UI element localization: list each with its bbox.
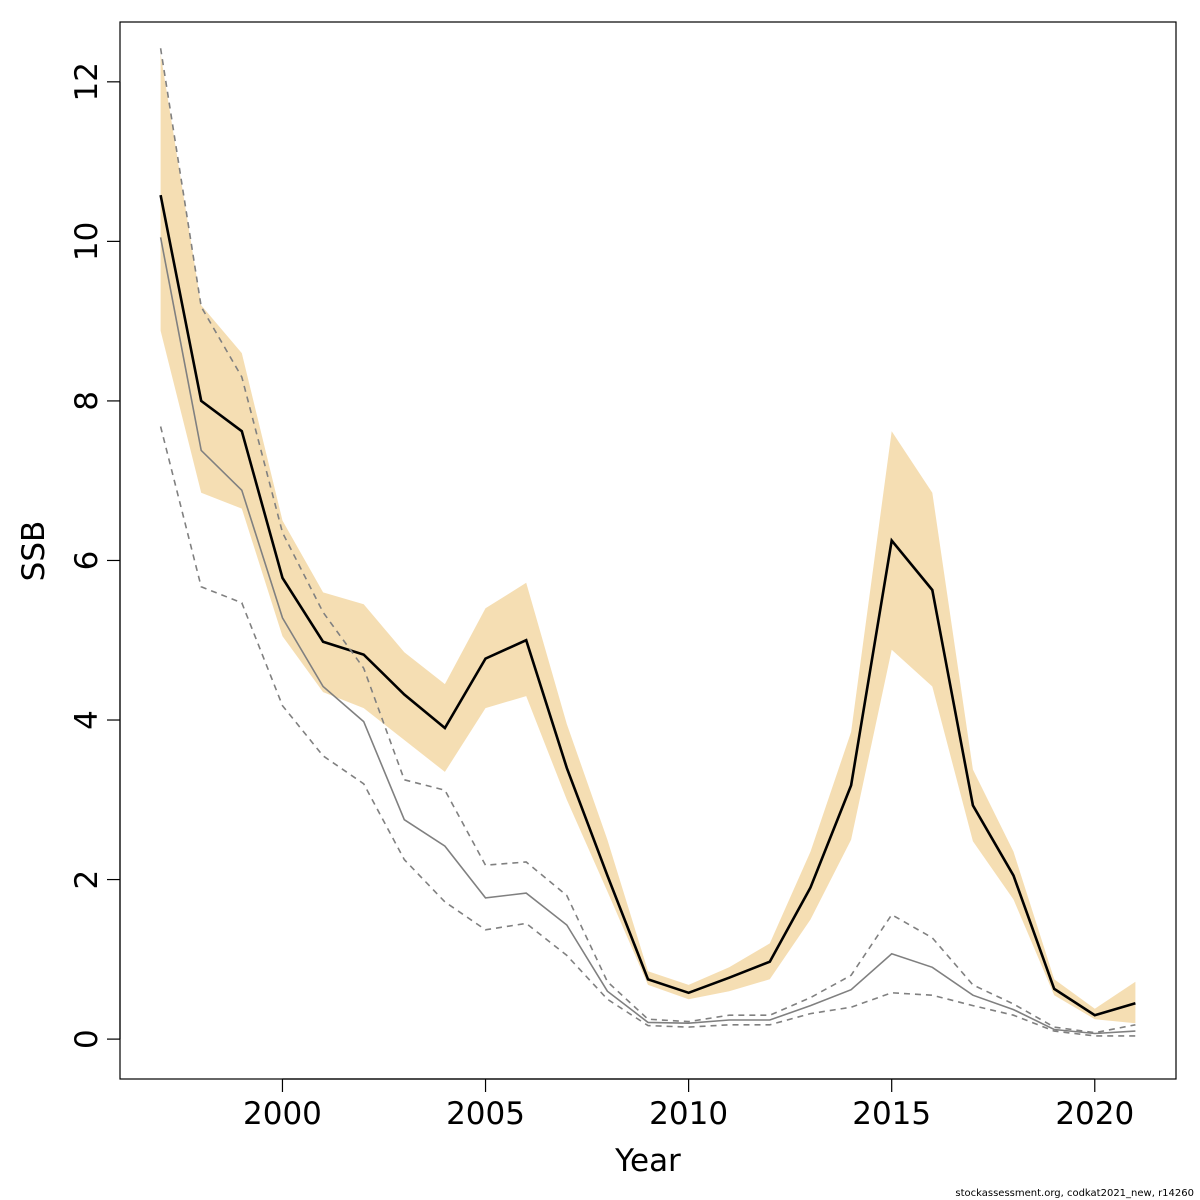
y-tick-label: 2 — [69, 870, 105, 890]
series-line-layer — [159, 48, 1136, 1037]
series-line-estimate — [159, 194, 1136, 1017]
x-tick-label: 2020 — [1055, 1096, 1134, 1132]
x-tick-label: 2015 — [852, 1096, 931, 1132]
ci-band-layer — [160, 53, 1136, 1024]
x-axis-title: Year — [614, 1143, 681, 1179]
y-axis-title: SSB — [16, 521, 52, 582]
series-line-comparison-lower — [159, 426, 1136, 1037]
series-line-comparison — [159, 237, 1136, 1035]
series-line-comparison-upper — [159, 48, 1136, 1034]
x-tick-label: 2005 — [446, 1096, 525, 1132]
y-axis: 0 2 4 6 8 10 12 — [69, 62, 121, 1049]
y-tick-label: 4 — [69, 710, 105, 730]
y-tick-label: 8 — [69, 391, 105, 411]
x-axis: 2000 2005 2010 2015 2020 — [243, 1078, 1134, 1132]
y-tick-label: 6 — [69, 551, 105, 571]
confidence-band — [160, 53, 1136, 1024]
footer-credit: stockassessment.org, codkat2021_new, r14… — [955, 1188, 1194, 1199]
x-tick-label: 2000 — [243, 1096, 322, 1132]
y-tick-label: 10 — [69, 222, 105, 261]
y-tick-label: 12 — [69, 62, 105, 101]
x-tick-label: 2010 — [649, 1096, 728, 1132]
y-tick-label: 0 — [69, 1029, 105, 1049]
